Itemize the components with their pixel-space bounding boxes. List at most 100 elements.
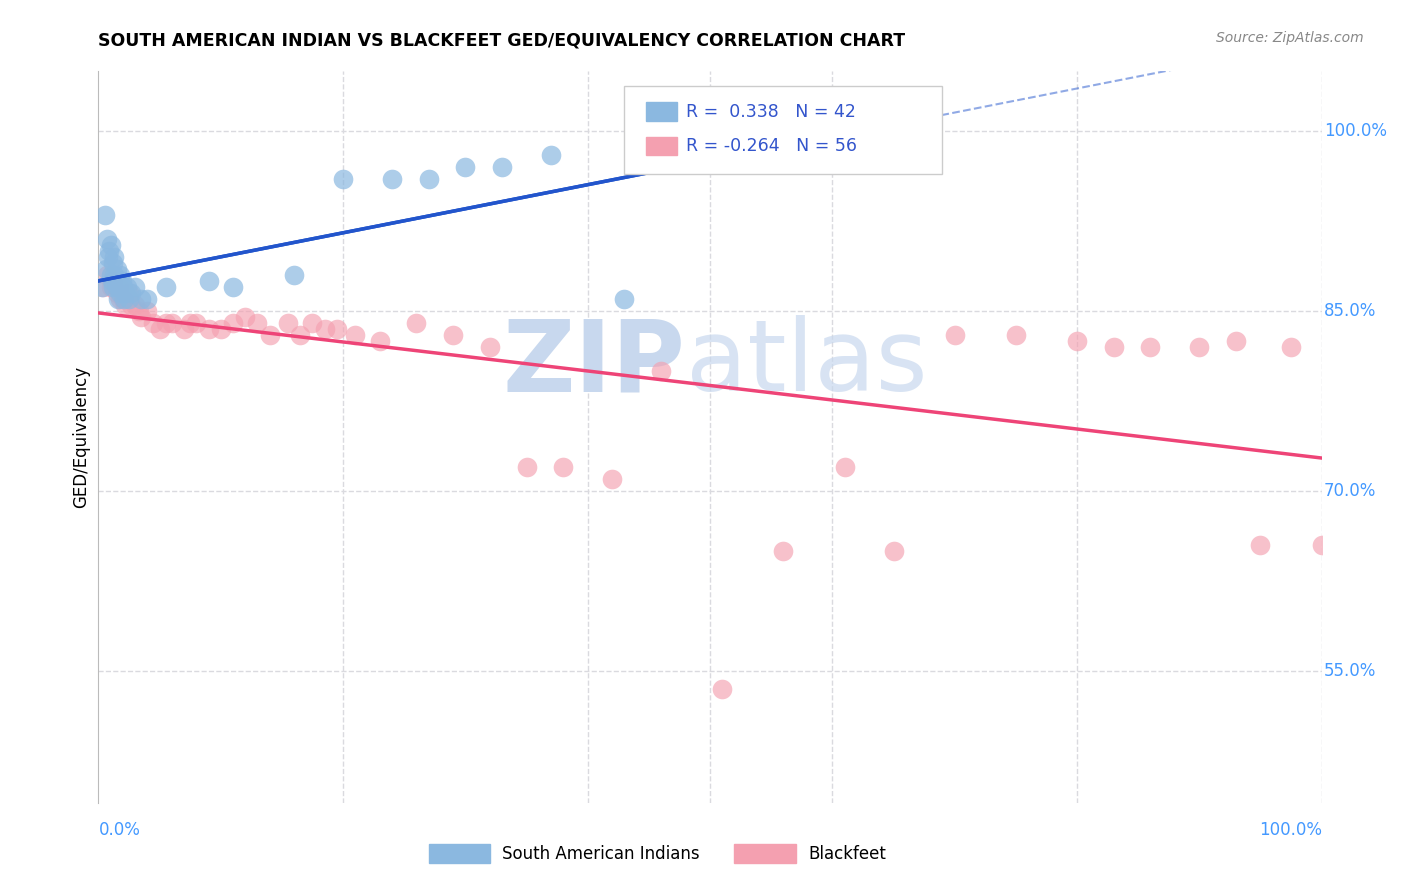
Point	[93, 208, 115, 222]
Point	[112, 292, 135, 306]
Point	[100, 268, 122, 283]
Point	[186, 316, 208, 330]
Point	[883, 544, 905, 558]
Point	[600, 472, 623, 486]
Point	[209, 322, 232, 336]
Point	[114, 286, 136, 301]
Point	[332, 172, 354, 186]
Point	[120, 286, 142, 301]
Point	[1279, 340, 1302, 354]
Point	[136, 304, 159, 318]
Point	[94, 262, 117, 277]
Point	[111, 292, 134, 306]
Point	[128, 304, 150, 318]
Point	[197, 322, 219, 336]
Text: 85.0%: 85.0%	[1324, 302, 1376, 320]
Point	[1188, 340, 1211, 354]
Point	[233, 310, 256, 325]
Text: 100.0%: 100.0%	[1258, 821, 1322, 838]
FancyBboxPatch shape	[647, 136, 678, 155]
Point	[179, 316, 201, 330]
Point	[114, 298, 136, 312]
Point	[160, 316, 183, 330]
Point	[344, 328, 367, 343]
Point	[101, 274, 124, 288]
Point	[101, 256, 124, 270]
Point	[155, 316, 177, 330]
Point	[1310, 538, 1333, 552]
Point	[772, 544, 794, 558]
FancyBboxPatch shape	[624, 86, 942, 174]
Y-axis label: GED/Equivalency: GED/Equivalency	[72, 366, 90, 508]
Point	[711, 681, 734, 696]
Point	[96, 268, 118, 283]
Point	[111, 280, 134, 294]
Point	[1139, 340, 1161, 354]
Point	[129, 310, 152, 325]
Point	[108, 280, 131, 294]
Point	[405, 316, 427, 330]
Point	[650, 364, 672, 378]
Point	[124, 280, 146, 294]
Point	[97, 250, 120, 264]
Point	[108, 280, 131, 294]
Point	[110, 268, 132, 283]
Point	[515, 460, 537, 475]
Point	[103, 268, 125, 283]
Point	[197, 274, 219, 288]
Point	[118, 292, 141, 306]
Point	[326, 322, 349, 336]
Point	[246, 316, 269, 330]
Point	[478, 340, 501, 354]
Text: 70.0%: 70.0%	[1324, 482, 1376, 500]
Point	[381, 172, 404, 186]
Point	[118, 286, 141, 301]
Point	[1004, 328, 1026, 343]
Text: SOUTH AMERICAN INDIAN VS BLACKFEET GED/EQUIVALENCY CORRELATION CHART: SOUTH AMERICAN INDIAN VS BLACKFEET GED/E…	[98, 31, 905, 49]
FancyBboxPatch shape	[647, 103, 678, 120]
Point	[120, 298, 142, 312]
Point	[104, 274, 127, 288]
Point	[943, 328, 966, 343]
Point	[1225, 334, 1247, 348]
Point	[418, 172, 440, 186]
Text: atlas: atlas	[686, 316, 927, 412]
Point	[107, 274, 129, 288]
Point	[142, 316, 165, 330]
Point	[283, 268, 305, 283]
Point	[98, 244, 121, 259]
Point	[491, 161, 513, 175]
Point	[129, 292, 152, 306]
Point	[149, 322, 172, 336]
Point	[105, 286, 128, 301]
Text: R = -0.264   N = 56: R = -0.264 N = 56	[686, 137, 856, 155]
Point	[91, 280, 114, 294]
Point	[540, 148, 562, 162]
Text: South American Indians: South American Indians	[502, 845, 700, 863]
Point	[107, 292, 129, 306]
Point	[101, 280, 124, 294]
Point	[1102, 340, 1125, 354]
Text: R =  0.338   N = 42: R = 0.338 N = 42	[686, 103, 855, 120]
Point	[173, 322, 195, 336]
Point	[105, 280, 128, 294]
Point	[96, 232, 118, 246]
Point	[101, 274, 124, 288]
Point	[115, 280, 138, 294]
Point	[110, 286, 132, 301]
Point	[91, 280, 114, 294]
Text: Source: ZipAtlas.com: Source: ZipAtlas.com	[1216, 31, 1364, 45]
Text: 100.0%: 100.0%	[1324, 122, 1388, 140]
Point	[222, 316, 245, 330]
Point	[301, 316, 323, 330]
FancyBboxPatch shape	[734, 845, 796, 863]
Point	[613, 292, 636, 306]
Point	[1249, 538, 1271, 552]
Point	[136, 292, 159, 306]
Point	[105, 262, 128, 277]
Text: 0.0%: 0.0%	[98, 821, 141, 838]
Point	[277, 316, 299, 330]
Text: Blackfeet: Blackfeet	[808, 845, 886, 863]
Point	[441, 328, 464, 343]
Point	[553, 460, 575, 475]
